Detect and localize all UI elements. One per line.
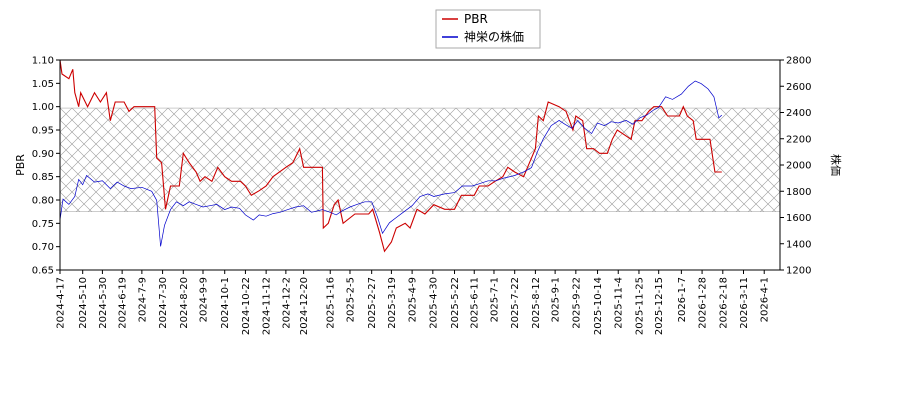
x-tick-label: 2025-10-14: [593, 277, 604, 335]
legend-label-price: 神栄の株価: [464, 29, 524, 44]
right-tick-label: 1600: [786, 213, 811, 224]
left-tick-label: 0.90: [32, 149, 54, 160]
pbr-line: [60, 60, 722, 253]
x-tick-label: 2025-4-9: [408, 277, 419, 322]
left-tick-label: 0.80: [32, 196, 54, 207]
right-tick-label: 2600: [786, 82, 811, 93]
right-tick-label: 2000: [786, 161, 811, 172]
x-tick-label: 2024-12-2: [281, 277, 292, 329]
x-tick-label: 2026-3-11: [739, 277, 750, 329]
legend: PBR 神栄の株価: [435, 9, 541, 49]
left-tick-label: 0.65: [32, 266, 54, 277]
x-tick-label: 2024-6-19: [118, 277, 129, 329]
x-tick-label: 2025-9-22: [571, 277, 582, 329]
x-tick-label: 2025-12-15: [654, 277, 665, 335]
x-tick-label: 2025-7-1: [489, 277, 500, 322]
left-tick-label: 0.75: [32, 219, 54, 230]
x-tick-label: 2026-4-1: [760, 277, 771, 322]
x-tick-label: 2024-7-9: [137, 277, 148, 322]
left-tick-label: 0.95: [32, 126, 54, 137]
x-tick-label: 2024-8-20: [179, 277, 190, 329]
x-tick-label: 2025-7-22: [510, 277, 521, 329]
legend-box: [435, 9, 541, 49]
left-tick-label: 1.05: [32, 79, 54, 90]
x-tick-label: 2025-1-16: [326, 277, 337, 329]
x-tick-label: 2025-3-19: [387, 277, 398, 329]
right-axis: 1200 1400 1600 1800 2000 2200 2400 2600 2800: [780, 56, 811, 277]
left-tick-label: 1.00: [32, 102, 54, 113]
x-tick-label: 2025-8-12: [531, 277, 542, 329]
right-tick-label: 2400: [786, 108, 811, 119]
price-line: [60, 80, 723, 247]
left-axis-label: PBR: [14, 154, 27, 176]
x-tick-label: 2025-6-11: [470, 277, 481, 329]
left-tick-label: 1.10: [32, 56, 54, 67]
x-tick-label: 2025-5-22: [450, 277, 461, 329]
right-tick-label: 1800: [786, 187, 811, 198]
x-tick-label: 2024-10-1: [220, 277, 231, 329]
x-tick-label: 2024-4-17: [56, 277, 67, 329]
x-tick-label: 2025-11-4: [614, 277, 625, 329]
x-tick-label: 2025-4-30: [428, 277, 439, 329]
x-axis: 2024-4-17 2024-5-10 2024-5-30 2024-6-19 2024…: [56, 270, 771, 335]
x-tick-label: 2026-1-28: [698, 277, 709, 329]
series-layer: [60, 60, 723, 253]
right-tick-label: 1200: [786, 266, 811, 277]
x-tick-label: 2024-9-9: [199, 277, 210, 322]
x-tick-label: 2024-10-22: [241, 277, 252, 335]
legend-label-pbr: PBR: [464, 12, 488, 26]
pbr-range-band: [60, 107, 780, 212]
x-tick-label: 2025-11-25: [634, 277, 645, 335]
pbr-band: [60, 107, 780, 212]
x-tick-label: 2024-12-20: [299, 277, 310, 335]
x-tick-label: 2024-5-30: [98, 277, 109, 329]
x-tick-label: 2025-2-27: [367, 277, 378, 329]
x-tick-label: 2024-7-30: [158, 277, 169, 329]
left-axis: 0.65 0.70 0.75 0.80 0.85 0.90 0.95 1.00 1.05 1.10: [32, 56, 60, 277]
x-tick-label: 2026-2-18: [718, 277, 729, 329]
x-tick-label: 2026-1-7: [677, 277, 688, 322]
x-tick-label: 2025-9-1: [551, 277, 562, 322]
left-tick-label: 0.70: [32, 242, 54, 253]
x-tick-label: 2024-11-12: [262, 277, 273, 335]
x-tick-label: 2025-2-5: [345, 277, 356, 322]
right-tick-label: 1400: [786, 239, 811, 250]
right-tick-label: 2200: [786, 134, 811, 145]
right-tick-label: 2800: [786, 56, 811, 67]
right-axis-label: 株価: [829, 154, 843, 176]
x-tick-label: 2024-5-10: [78, 277, 89, 329]
left-tick-label: 0.85: [32, 172, 54, 183]
